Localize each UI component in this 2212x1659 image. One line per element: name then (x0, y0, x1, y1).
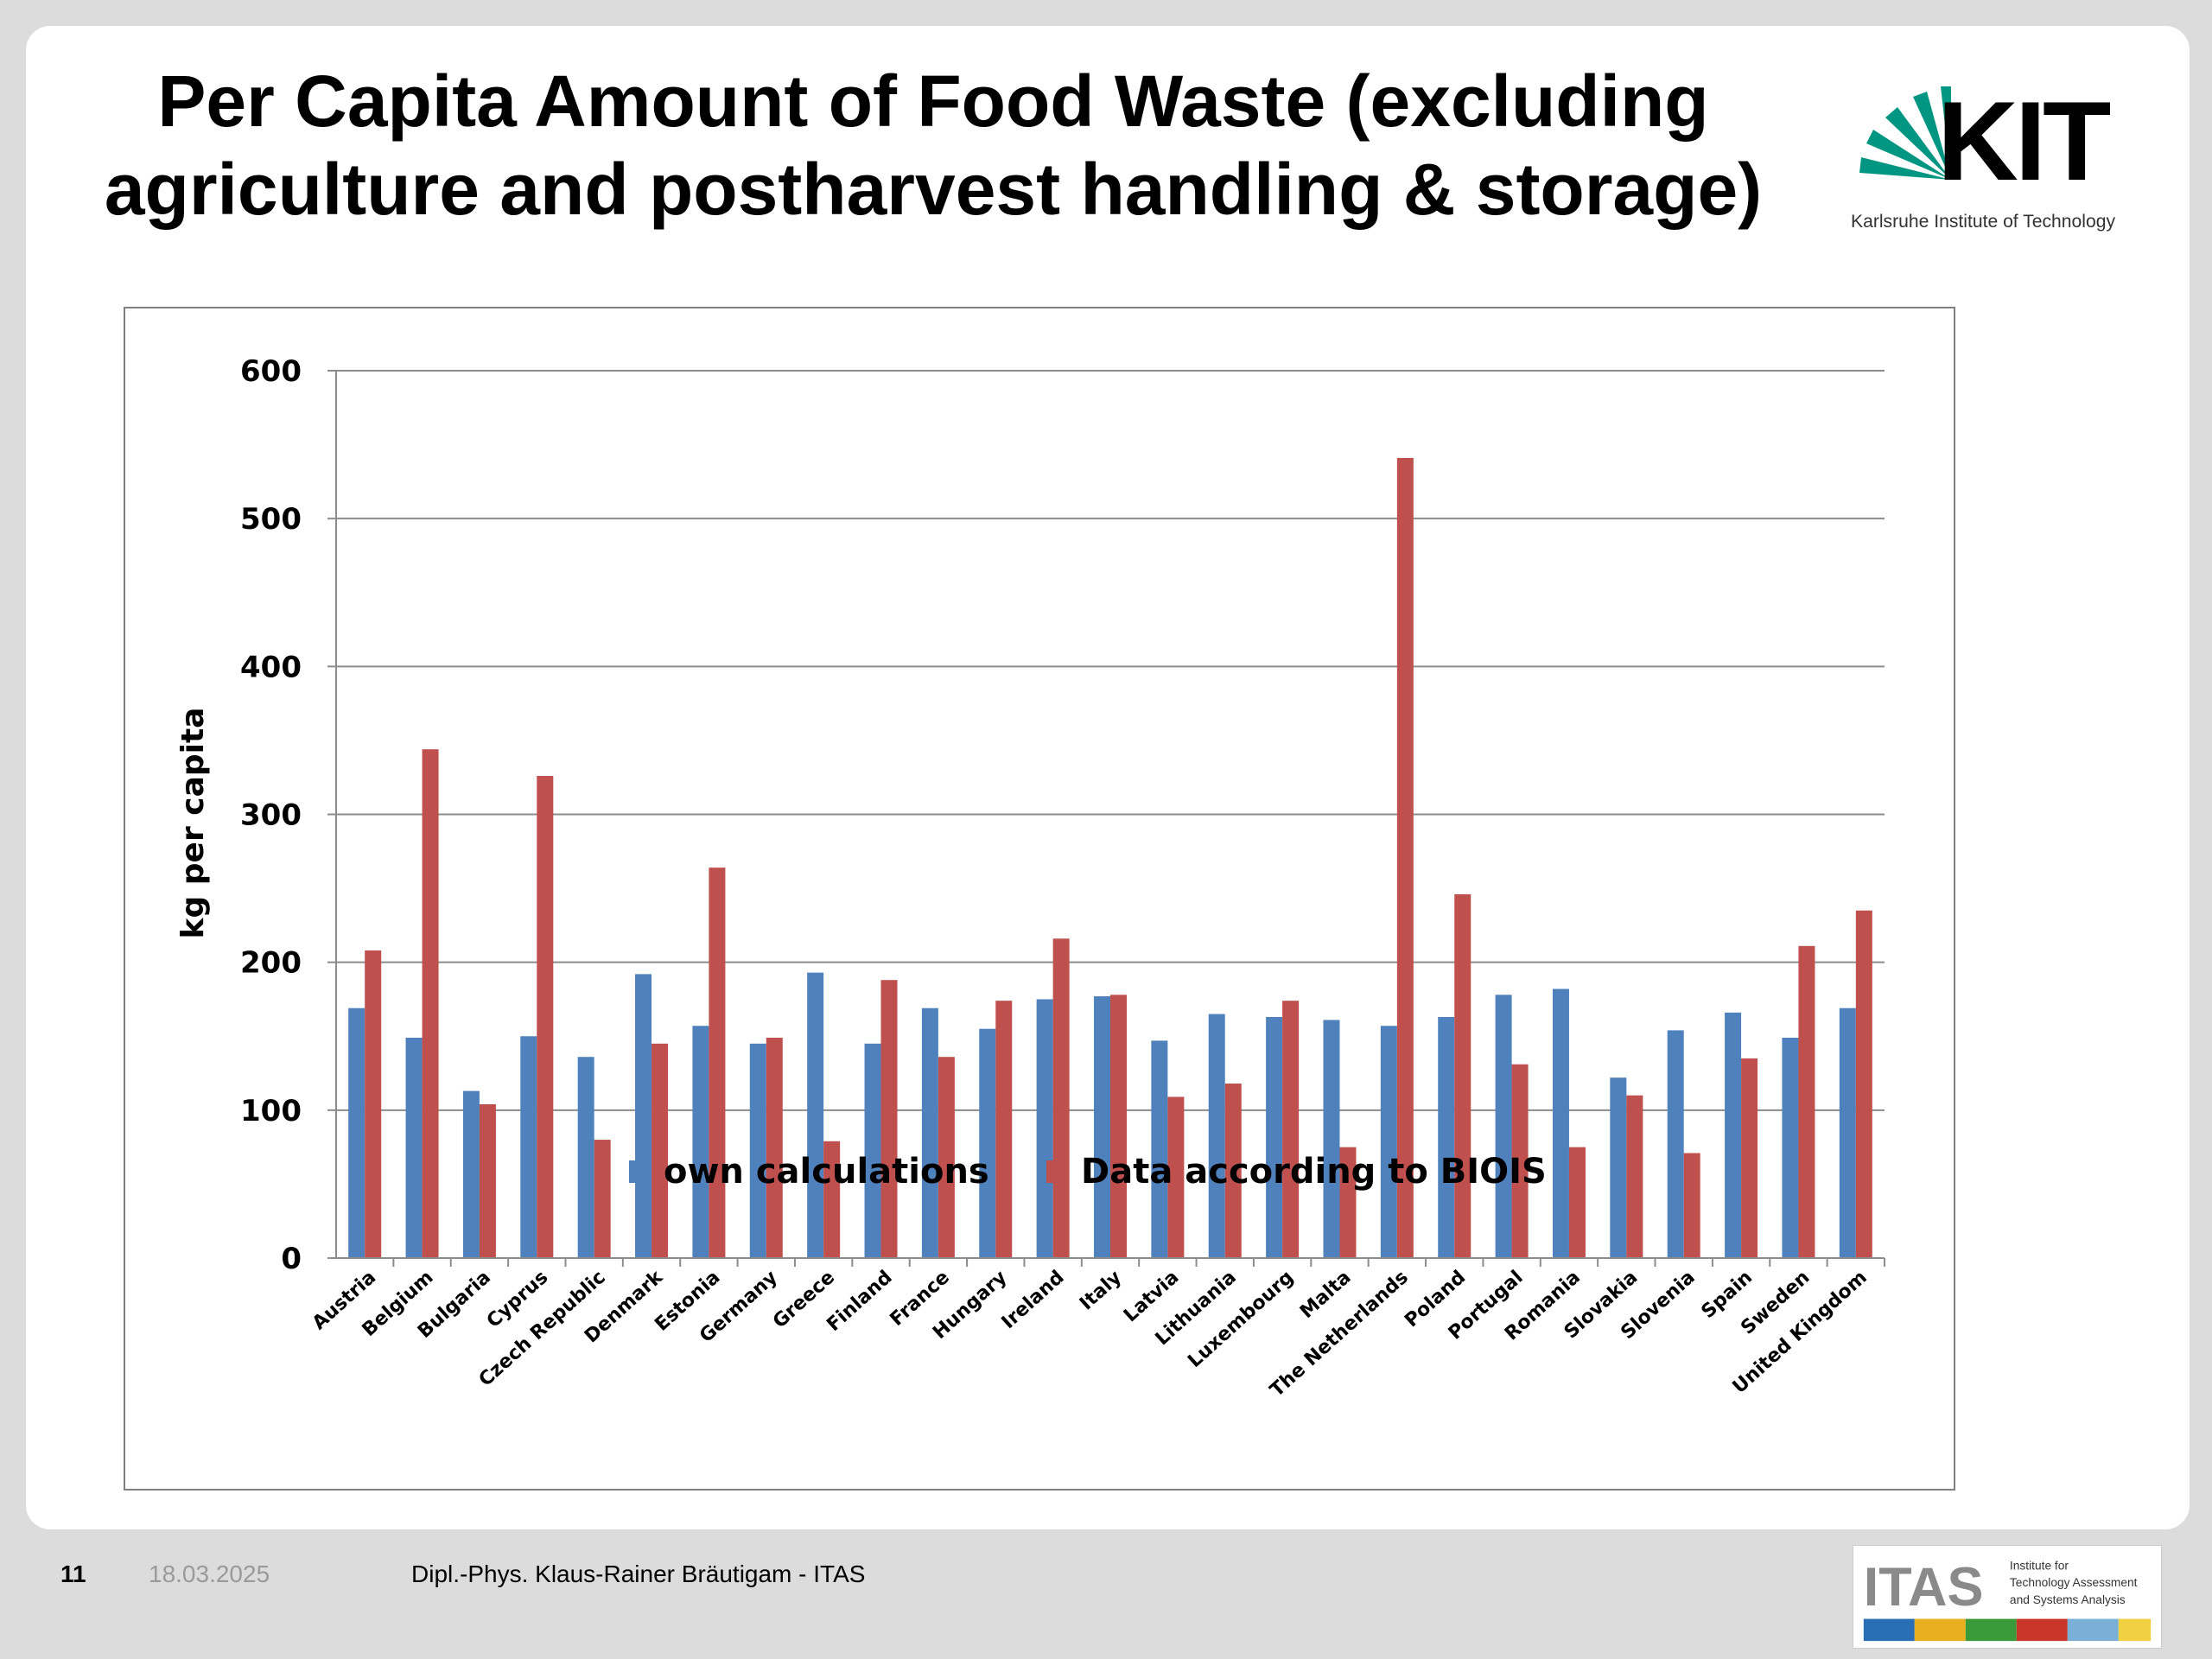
bar-biois (1511, 1064, 1529, 1258)
bar-own (1610, 1077, 1627, 1258)
kit-subtitle: Karlsruhe Institute of Technology (1851, 212, 2116, 232)
x-tick-label: Luxembourg (1184, 1267, 1298, 1372)
slide-title: Per Capita Amount of Food Waste (excludi… (69, 57, 1797, 233)
bar-biois (995, 1001, 1013, 1258)
bar-own (1495, 995, 1512, 1258)
itas-color-strip-icon (1863, 1618, 2152, 1642)
bar-own (1667, 1030, 1684, 1258)
bar-own (1323, 1020, 1340, 1258)
bar-biois (823, 1141, 841, 1258)
bar-biois (1855, 910, 1872, 1258)
bar-own (1266, 1016, 1283, 1258)
bar-biois (479, 1103, 496, 1258)
itas-sub-line2: Technology Assessment (2010, 1576, 2138, 1589)
bar-own (1839, 1007, 1856, 1258)
bar-own (921, 1007, 938, 1258)
kit-fan-icon (1859, 86, 1951, 180)
itas-logo: ITAS Institute for Technology Assessment… (1853, 1545, 2162, 1649)
bar-biois (1396, 457, 1414, 1258)
kit-wordmark: KIT (1937, 78, 2111, 204)
bar-own (635, 974, 652, 1258)
bar-biois (1798, 945, 1815, 1258)
bar-biois (1454, 893, 1471, 1258)
bar-own (692, 1026, 709, 1258)
x-tick-label: Italy (1076, 1267, 1126, 1315)
bar-own (1036, 999, 1053, 1258)
y-tick-label: 200 (240, 946, 302, 981)
y-tick-label: 500 (240, 502, 302, 537)
bar-biois (1626, 1095, 1643, 1258)
bar-biois (880, 980, 898, 1258)
bar-own (749, 1043, 766, 1258)
bar-own (577, 1057, 594, 1258)
kit-logo: KIT Karlsruhe Institute of Technology (1851, 78, 2116, 232)
bar-own (405, 1037, 423, 1258)
slide-title-line1: Per Capita Amount of Food Waste (excludi… (157, 60, 1709, 142)
bar-own (979, 1028, 996, 1258)
bar-own (1208, 1014, 1225, 1258)
bar-biois (938, 1057, 955, 1258)
bar-own (462, 1090, 480, 1258)
slide-title-line2: agriculture and postharvest handling & s… (104, 149, 1763, 230)
bar-own (807, 972, 824, 1258)
bar-own (348, 1007, 365, 1258)
bar-biois (537, 775, 554, 1258)
bar-own (1725, 1012, 1742, 1258)
bar-biois (1052, 938, 1070, 1258)
bar-own (1552, 988, 1569, 1258)
itas-wordmark: ITAS (1864, 1557, 1984, 1618)
bar-own (1438, 1016, 1455, 1258)
bar-biois (1224, 1084, 1242, 1258)
legend-label-own: own calculations (664, 1152, 989, 1192)
bar-own (1782, 1037, 1799, 1258)
bar-biois (422, 749, 439, 1258)
bar-biois (365, 950, 382, 1258)
slide: Per Capita Amount of Food Waste (excludi… (26, 26, 2190, 1529)
bar-biois (1683, 1153, 1700, 1258)
bar-biois (594, 1140, 611, 1258)
y-tick-label: 400 (240, 650, 302, 684)
legend-swatch-biois (1046, 1160, 1069, 1183)
y-tick-label: 600 (240, 354, 302, 389)
footer-author: Dipl.-Phys. Klaus-Rainer Bräutigam - ITA… (411, 1560, 866, 1587)
y-tick-label: 100 (240, 1094, 302, 1128)
bar-own (1094, 996, 1110, 1258)
bar-biois (766, 1037, 783, 1258)
bar-biois (1339, 1147, 1357, 1258)
page-number: 11 (60, 1560, 86, 1587)
bar-own (864, 1043, 881, 1258)
legend-swatch-own (629, 1160, 652, 1183)
bar-biois (1741, 1058, 1758, 1258)
bar-biois (1110, 995, 1127, 1258)
chart-frame: 0 100 200 300 400 500 600 kg per capita Austria B… (124, 307, 1955, 1491)
legend-label-biois: Data according to BIOIS (1081, 1152, 1547, 1192)
bar-own (520, 1036, 537, 1258)
y-axis-label: kg per capita (175, 708, 211, 939)
footer-date: 18.03.2025 (149, 1560, 270, 1587)
y-tick-label: 300 (240, 798, 302, 833)
bar-biois (709, 868, 726, 1258)
bar-own (1151, 1040, 1168, 1258)
y-tick-label: 0 (281, 1242, 302, 1276)
x-tick-label: Ireland (998, 1267, 1069, 1333)
bar-biois (1568, 1147, 1586, 1258)
bar-biois (1167, 1096, 1185, 1258)
bar-biois (652, 1043, 669, 1258)
bar-biois (1282, 1001, 1300, 1258)
itas-sub-line3: and Systems Analysis (2010, 1593, 2126, 1606)
bar-own (1380, 1026, 1397, 1258)
itas-sub-line1: Institute for (2010, 1560, 2069, 1573)
